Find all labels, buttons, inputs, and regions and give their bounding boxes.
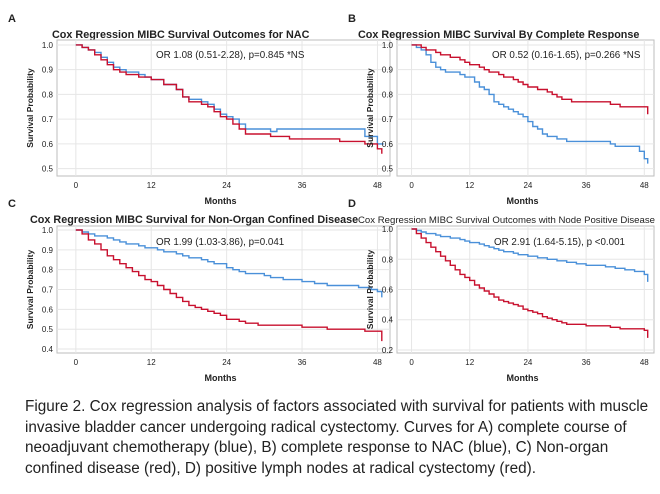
panel-letter: D: [348, 198, 356, 210]
x-tick-label: 48: [640, 358, 649, 367]
y-tick-label: 0.4: [382, 316, 394, 325]
x-tick-label: 0: [409, 358, 414, 367]
panel-c: C Cox Regression MIBC Survival for Non-Or…: [8, 198, 391, 383]
chart-title: Cox Regression MIBC Survival By Complete…: [358, 29, 639, 41]
y-tick-label: 0.7: [42, 286, 54, 295]
panel-letter: B: [348, 13, 356, 25]
survival-curve-blue: [411, 228, 649, 282]
x-axis-label: Months: [205, 196, 237, 206]
y-axis-label: Survival Probability: [25, 250, 35, 330]
y-tick-label: 0.8: [42, 90, 54, 99]
odds-ratio-annotation: OR 1.08 (0.51-2.28), p=0.845 *NS: [156, 50, 305, 61]
y-axis-label: Survival Probability: [365, 68, 375, 148]
x-tick-label: 0: [74, 358, 79, 367]
odds-ratio-annotation: OR 0.52 (0.16-1.65), p=0.266 *NS: [492, 50, 641, 61]
x-tick-label: 12: [147, 358, 156, 367]
y-tick-label: 0.6: [42, 140, 54, 149]
odds-ratio-annotation: OR 2.91 (1.64-5.15), p <0.001: [494, 237, 625, 248]
y-tick-label: 0.8: [382, 255, 394, 264]
x-tick-label: 36: [298, 181, 307, 190]
y-tick-label: 0.6: [42, 305, 54, 314]
y-tick-label: 0.9: [382, 66, 394, 75]
survival-curve-blue: [75, 229, 383, 298]
survival-curve-red: [411, 228, 649, 338]
y-tick-label: 0.8: [382, 90, 394, 99]
x-tick-label: 0: [409, 181, 414, 190]
y-tick-label: 0.9: [42, 246, 54, 255]
y-tick-label: 0.5: [382, 165, 394, 174]
x-tick-label: 36: [582, 181, 591, 190]
y-tick-label: 0.2: [382, 346, 394, 355]
x-tick-label: 36: [582, 358, 591, 367]
y-tick-label: 1.0: [382, 225, 394, 234]
x-tick-label: 36: [298, 358, 307, 367]
survival-curve-red: [75, 44, 383, 154]
panel-letter: A: [8, 13, 16, 25]
x-axis-label: Months: [205, 373, 237, 383]
y-tick-label: 0.8: [42, 266, 54, 275]
chart-title: Cox Regression MIBC Survival for Non-Org…: [30, 214, 358, 226]
x-tick-label: 24: [222, 181, 231, 190]
survival-curve-blue: [411, 44, 649, 164]
survival-curve-red: [411, 44, 649, 115]
y-tick-label: 0.5: [42, 165, 54, 174]
chart-title: Cox Regression MIBC Survival Outcomes fo…: [52, 29, 310, 41]
y-tick-label: 0.5: [42, 325, 54, 334]
y-axis-label: Survival Probability: [365, 250, 375, 330]
y-tick-label: 0.7: [382, 115, 394, 124]
y-tick-label: 0.7: [42, 115, 54, 124]
y-tick-label: 1.0: [42, 226, 54, 235]
x-tick-label: 48: [640, 181, 649, 190]
plot-area: [396, 39, 655, 177]
x-tick-label: 12: [465, 181, 474, 190]
x-tick-label: 12: [465, 358, 474, 367]
x-axis-label: Months: [507, 196, 539, 206]
panel-a: A Cox Regression MIBC Survival Outcomes f…: [8, 13, 391, 206]
x-tick-label: 48: [373, 358, 382, 367]
panel-letter: C: [8, 198, 16, 210]
y-axis-label: Survival Probability: [25, 68, 35, 148]
x-tick-label: 24: [222, 358, 231, 367]
x-tick-label: 24: [523, 181, 532, 190]
x-tick-label: 48: [373, 181, 382, 190]
figure-caption: Figure 2. Cox regression analysis of fac…: [25, 398, 649, 477]
y-tick-label: 0.4: [42, 345, 54, 354]
odds-ratio-annotation: OR 1.99 (1.03-3.86), p=0.041: [156, 237, 284, 248]
x-tick-label: 12: [147, 181, 156, 190]
x-axis-label: Months: [507, 373, 539, 383]
x-tick-label: 0: [74, 181, 79, 190]
y-tick-label: 1.0: [42, 41, 54, 50]
y-tick-label: 0.9: [42, 66, 54, 75]
chart-title: Cox Regression MIBC Survival Outcomes wi…: [358, 215, 655, 226]
survival-curve-red: [75, 229, 383, 342]
x-tick-label: 24: [523, 358, 532, 367]
y-tick-label: 1.0: [382, 41, 394, 50]
y-tick-label: 0.6: [382, 286, 394, 295]
y-tick-label: 0.6: [382, 140, 394, 149]
